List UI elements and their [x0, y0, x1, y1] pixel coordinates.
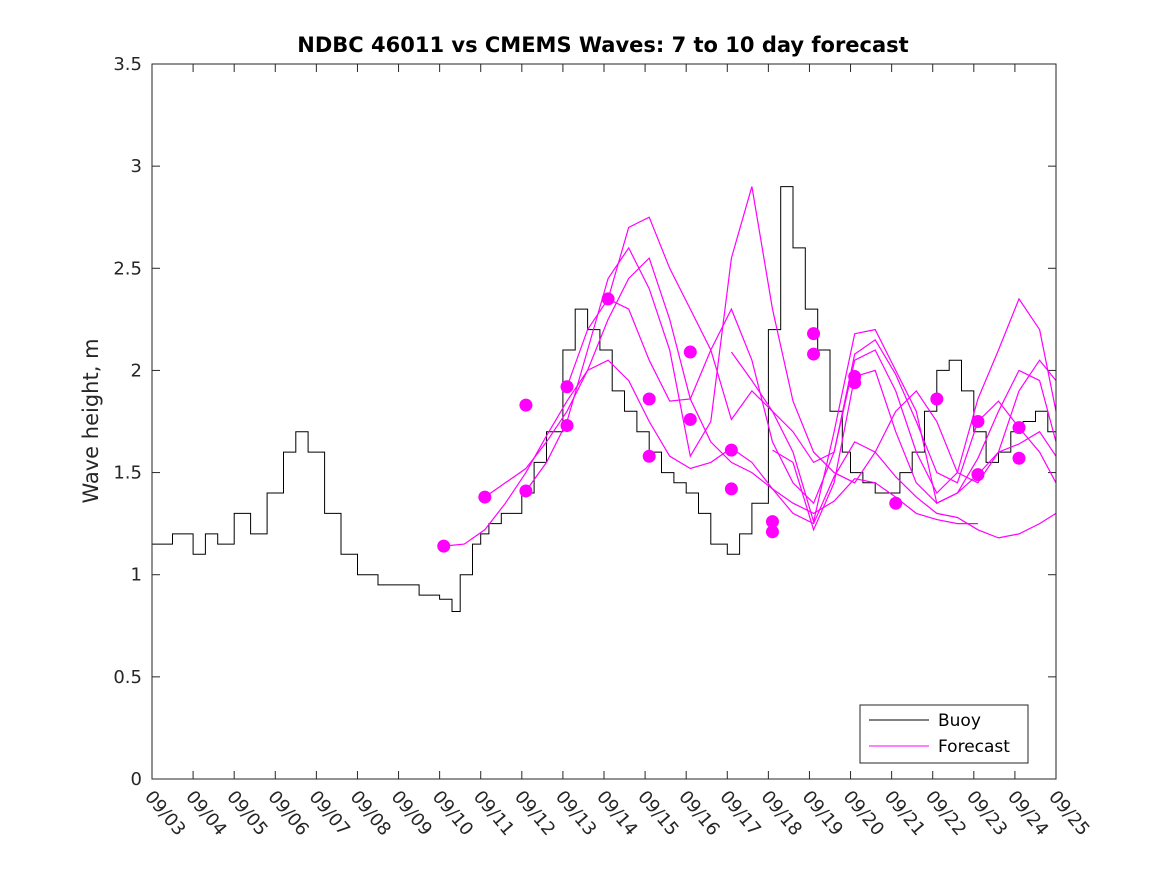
forecast-marker [1012, 421, 1026, 435]
forecast-line-4 [566, 297, 1057, 505]
forecast-marker [642, 449, 656, 463]
y-tick-label: 2.5 [113, 258, 142, 279]
plot-area [152, 64, 1056, 779]
y-axis-label: Wave height, m [79, 338, 103, 503]
legend-box [859, 704, 1029, 764]
forecast-line-6 [730, 338, 1057, 484]
forecast-marker [519, 398, 533, 412]
forecast-line-2 [484, 256, 1057, 539]
forecast-marker [848, 376, 862, 390]
y-tick-label: 1 [131, 565, 142, 586]
y-tick-label: 3.5 [113, 54, 142, 75]
legend-buoy-label: Buoy [938, 711, 981, 731]
forecast-marker [437, 539, 451, 553]
forecast-marker [683, 412, 697, 426]
forecast-marker [971, 468, 985, 482]
forecast-marker [765, 525, 779, 539]
forecast-marker [560, 419, 574, 433]
forecast-marker [765, 515, 779, 529]
y-tick-label: 1.5 [113, 463, 142, 484]
forecast-marker [807, 347, 821, 361]
forecast-marker [971, 415, 985, 428]
plot-frame [151, 63, 1057, 780]
forecast-marker [683, 345, 697, 359]
y-tick-label: 0.5 [113, 667, 142, 688]
axis-ticks [151, 63, 1057, 780]
legend: Buoy Forecast [859, 704, 1029, 764]
forecast-marker [807, 327, 821, 341]
buoy-line [152, 186, 1057, 612]
forecast-line-7 [772, 369, 1057, 532]
buoy-layer [152, 186, 1057, 612]
forecast-marker [724, 443, 738, 457]
forecast-marker [601, 292, 615, 306]
forecast-marker [889, 496, 903, 510]
forecast-marker [478, 490, 492, 504]
chart-title: NDBC 46011 vs CMEMS Waves: 7 to 10 day f… [297, 33, 908, 57]
forecast-marker [930, 392, 944, 406]
forecast-marker [724, 482, 738, 496]
forecast-line-3 [525, 186, 1057, 492]
forecast-line-5 [607, 216, 1057, 524]
forecast-markers [437, 292, 1026, 553]
forecast-marker [642, 392, 656, 406]
y-tick-labels: 0 0.5 1 1.5 2 2.5 3 3.5 [113, 54, 142, 790]
legend-forecast-label: Forecast [938, 737, 1010, 757]
forecast-marker [519, 484, 533, 498]
y-tick-label: 3 [131, 156, 142, 177]
y-tick-label: 2 [131, 360, 142, 381]
forecast-marker [1012, 451, 1026, 465]
forecast-layer [443, 186, 1057, 547]
y-tick-label: 0 [131, 769, 142, 790]
forecast-marker [560, 380, 574, 394]
